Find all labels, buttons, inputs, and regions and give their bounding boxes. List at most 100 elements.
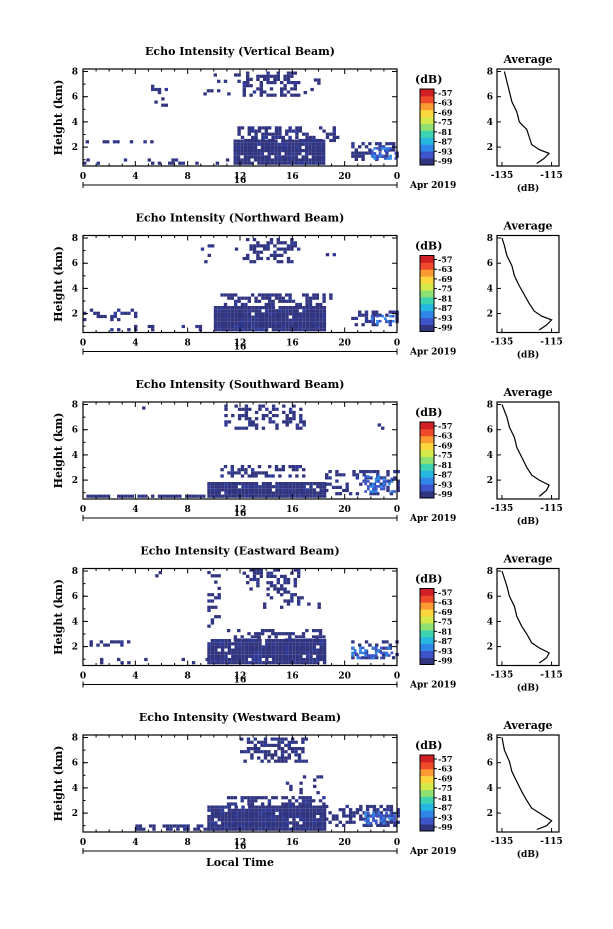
echo-cell <box>224 407 228 411</box>
profile-y-tick-label: 2 <box>487 809 493 819</box>
echo-cell <box>375 643 379 647</box>
echo-cell <box>150 140 154 144</box>
echo-cell <box>301 802 306 806</box>
echo-cell <box>261 306 265 310</box>
echo-cell <box>319 309 323 313</box>
echo-cell <box>251 657 255 662</box>
echo-cell <box>386 820 390 824</box>
echo-cell <box>299 787 303 792</box>
echo-cell <box>302 423 306 427</box>
echo-cell <box>361 154 365 158</box>
echo-cell <box>214 574 218 578</box>
echo-cell <box>258 805 262 809</box>
echo-cell <box>251 318 255 322</box>
echo-cell <box>280 605 284 609</box>
echo-cell <box>335 479 339 483</box>
echo-cell <box>251 138 255 143</box>
echo-cell <box>224 811 228 815</box>
echo-cell-strong <box>356 654 360 657</box>
echo-cell <box>308 161 312 165</box>
colorbar-tick-label: -75 <box>438 117 452 127</box>
echo-cell <box>247 638 251 642</box>
echo-cell <box>237 491 242 495</box>
echo-cell <box>265 648 269 652</box>
echo-cell <box>295 315 299 319</box>
echo-cell <box>237 821 242 825</box>
echo-cell <box>309 827 313 831</box>
echo-cell <box>316 805 320 809</box>
echo-cell <box>267 149 271 153</box>
echo-cell <box>294 158 299 162</box>
echo-cell <box>210 599 215 603</box>
echo-cell <box>278 132 282 136</box>
echo-cell <box>282 654 286 658</box>
echo-cell <box>276 77 280 81</box>
echo-cell <box>368 319 372 324</box>
echo-cell <box>301 737 305 741</box>
colorbar-segment <box>420 609 434 617</box>
echo-cell <box>312 309 316 313</box>
echo-cell <box>275 491 279 495</box>
echo-cell <box>275 482 279 486</box>
echo-cell <box>302 661 306 665</box>
echo-cell <box>250 753 254 757</box>
echo-cell <box>254 827 259 831</box>
echo-cell <box>273 77 277 81</box>
echo-cell <box>290 244 294 248</box>
echo-cell <box>116 140 120 144</box>
echo-cell <box>207 808 211 812</box>
echo-cell <box>237 811 242 815</box>
echo-cell <box>288 632 292 636</box>
echo-cell <box>254 410 259 414</box>
echo-cell <box>276 238 280 242</box>
echo-cell <box>220 468 224 472</box>
echo-cell <box>224 306 228 310</box>
echo-cell <box>252 244 257 248</box>
echo-cell <box>207 599 211 603</box>
colorbar-segment <box>420 602 434 610</box>
echo-cell <box>244 306 248 310</box>
echo-cell <box>302 312 306 316</box>
echo-cell <box>285 488 289 492</box>
echo-cell <box>385 313 389 317</box>
echo-cell-strong <box>389 154 392 158</box>
echo-cell <box>267 152 271 156</box>
echo-cell <box>276 587 280 591</box>
echo-cell <box>263 77 267 81</box>
echo-cell <box>270 737 274 741</box>
echo-cell <box>271 645 276 649</box>
echo-cell <box>351 154 355 158</box>
echo-cell <box>283 587 287 591</box>
echo-cell <box>256 74 260 78</box>
echo-cell <box>226 629 231 633</box>
echo-cell <box>210 661 215 665</box>
echo-cell <box>309 491 313 495</box>
echo-cell-strong <box>380 487 383 491</box>
echo-cell <box>292 648 296 652</box>
echo-cell <box>263 756 268 760</box>
echo-cell <box>286 260 291 264</box>
echo-cell <box>254 651 259 655</box>
echo-cells <box>86 404 400 498</box>
echo-cell <box>193 827 197 831</box>
echo-cell <box>237 417 242 421</box>
echo-cell <box>286 256 291 261</box>
echo-cell <box>281 306 286 310</box>
echo-cell <box>231 488 235 492</box>
echo-cell <box>263 244 267 248</box>
echo-cell <box>282 639 286 643</box>
echo-cell <box>251 488 255 492</box>
echo-cell <box>332 253 336 257</box>
echo-cell <box>377 423 381 427</box>
echo-cell <box>248 808 252 812</box>
echo-cell <box>268 138 272 143</box>
echo-cell <box>284 158 288 162</box>
echo-cell <box>278 135 282 139</box>
echo-cell <box>291 750 295 754</box>
echo-cell <box>227 642 232 646</box>
echo-cell <box>295 648 300 652</box>
echo-cell <box>247 315 252 319</box>
echo-cell <box>213 315 218 319</box>
echo-cell <box>254 805 259 809</box>
echo-cell <box>308 799 312 803</box>
